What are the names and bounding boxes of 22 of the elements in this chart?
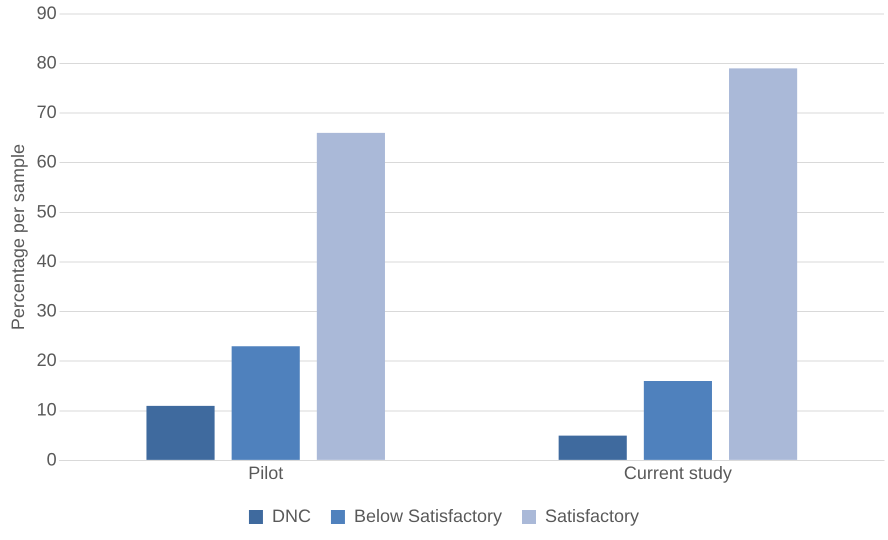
legend-label: Below Satisfactory: [354, 506, 502, 526]
bar: [729, 68, 798, 460]
y-tick-label: 80: [36, 52, 57, 72]
bar: [644, 381, 712, 460]
y-tick-label: 20: [36, 350, 57, 370]
legend-label: Satisfactory: [545, 506, 640, 526]
y-tick-label: 70: [36, 102, 57, 122]
x-tick-label: Pilot: [248, 463, 284, 484]
x-tick-label: Current study: [624, 463, 732, 484]
y-tick-label: 90: [36, 2, 57, 23]
bar: [232, 346, 300, 460]
bar: [146, 406, 215, 460]
y-tick-label: 10: [36, 400, 57, 420]
y-tick-label: 50: [36, 201, 57, 222]
bar: [316, 132, 385, 460]
y-tick-label: 40: [36, 250, 57, 271]
bar: [558, 436, 627, 460]
y-tick-label: 60: [36, 152, 57, 172]
y-tick-label: 30: [36, 300, 57, 320]
legend-label: DNC: [272, 506, 311, 526]
y-tick-label: 0: [46, 449, 57, 470]
y-axis-title: Percentage per sample: [8, 144, 28, 330]
